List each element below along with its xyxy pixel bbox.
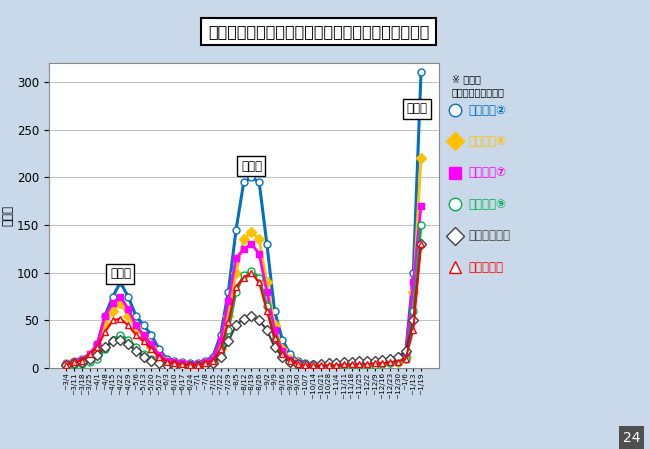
Text: ※ 丸数字: ※ 丸数字 <box>452 74 480 84</box>
Text: ：滋賀県⑨: ：滋賀県⑨ <box>468 198 506 211</box>
Text: 第５波: 第５波 <box>241 159 262 172</box>
Y-axis label: （人）: （人） <box>1 205 14 226</box>
Text: ：大阪府②: ：大阪府② <box>468 104 506 116</box>
Text: 直近１週間の人口１０万人当たりの陽性者数の推移: 直近１週間の人口１０万人当たりの陽性者数の推移 <box>208 24 429 39</box>
Text: ：和歌山県⑭: ：和歌山県⑭ <box>468 229 510 242</box>
Text: ：最新の全国順位: ：最新の全国順位 <box>452 88 504 97</box>
Text: ：京都府⑤: ：京都府⑤ <box>468 135 506 148</box>
Text: 第４波: 第４波 <box>110 268 131 280</box>
Text: ：兵庫県⑦: ：兵庫県⑦ <box>468 167 506 179</box>
Text: 第６波: 第６波 <box>407 102 428 115</box>
Text: 24: 24 <box>623 431 640 445</box>
Text: ：奈良県⑯: ：奈良県⑯ <box>468 261 503 273</box>
